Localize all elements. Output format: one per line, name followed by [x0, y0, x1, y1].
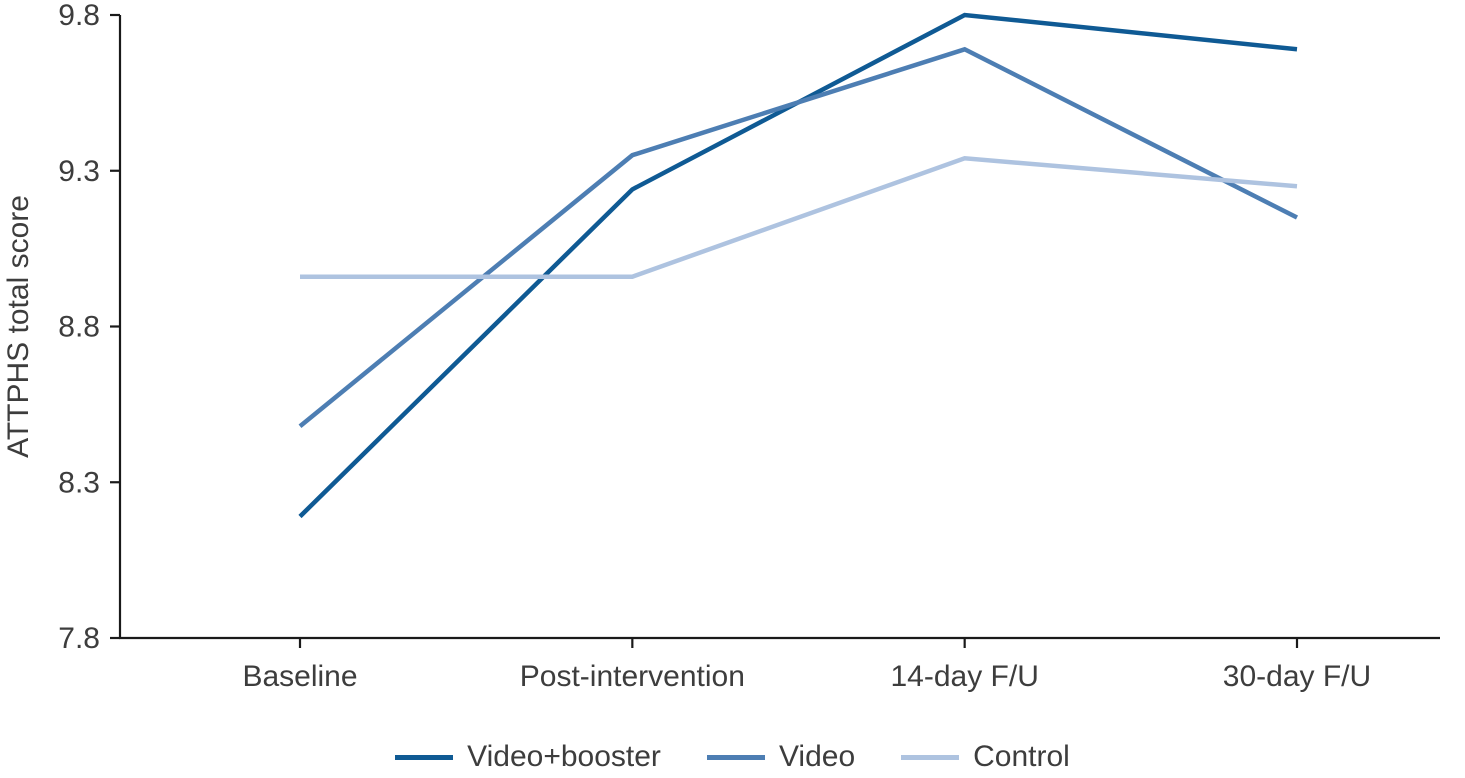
x-tick-label: Baseline [242, 660, 357, 693]
legend-item-video-booster: Video+booster [395, 742, 661, 772]
series-line-control [300, 156, 1298, 279]
legend-item-control: Control [901, 742, 1070, 772]
legend-item-video: Video [706, 740, 856, 773]
y-axis-label: ATTPHS total score [2, 195, 35, 458]
y-tick-label: 9.8 [58, 0, 100, 32]
series-line-video-booster [298, 12, 1298, 519]
y-tick-label: 7.8 [58, 622, 100, 655]
x-tick-label: 14-day F/U [890, 660, 1038, 693]
legend-line-swatch [901, 754, 960, 760]
legend-label: Control [973, 740, 1070, 773]
legend-label: Video [778, 740, 856, 773]
y-tick-label: 9.3 [58, 155, 100, 188]
x-tick-label: Post-intervention [520, 660, 745, 693]
legend-line-swatch [395, 754, 454, 760]
y-tick-label: 8.8 [58, 311, 100, 344]
x-tick-label: 30-day F/U [1223, 660, 1371, 693]
chart-legend: Video+booster Video Control [0, 742, 1465, 772]
legend-label: Video+booster [467, 740, 661, 773]
y-tick-label: 8.3 [58, 466, 100, 499]
legend-line-swatch [706, 754, 765, 760]
series-line-video [298, 46, 1299, 428]
